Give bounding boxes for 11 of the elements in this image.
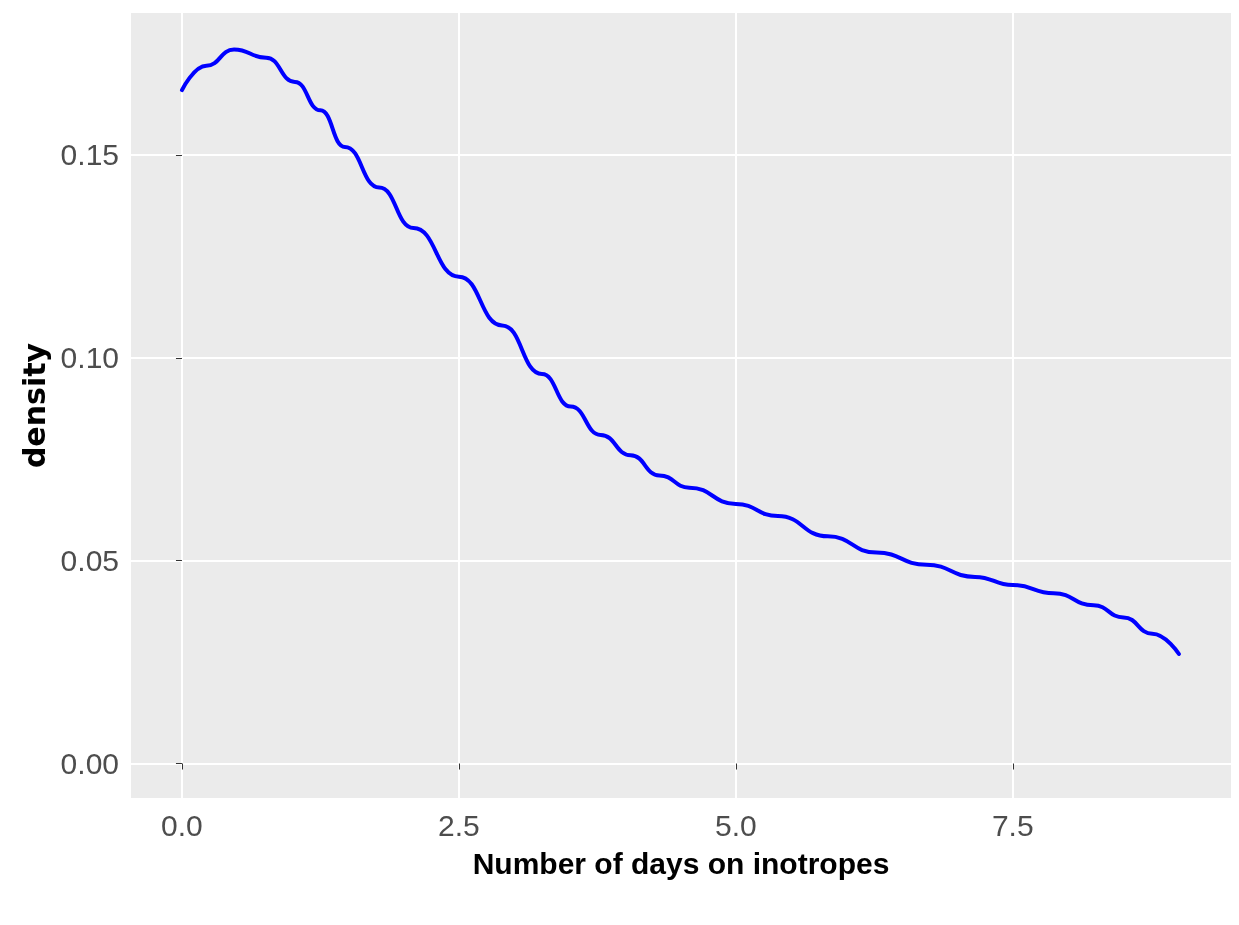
x-tick-label: 7.5: [991, 808, 1034, 842]
y-tick-label: 0.05: [60, 544, 119, 578]
y-tick-label: 0.10: [60, 341, 119, 375]
x-axis-title: Number of days on inotropes: [472, 846, 890, 880]
y-tick-label: 0.00: [60, 747, 119, 781]
x-tick-label: 5.0: [714, 808, 757, 842]
x-tick-label: 0.0: [161, 808, 203, 842]
x-tick-label: 2.5: [438, 808, 480, 842]
y-tick-label: 0.15: [60, 138, 119, 172]
line-series: [179, 47, 1181, 656]
y-axis-title: density: [17, 342, 53, 469]
